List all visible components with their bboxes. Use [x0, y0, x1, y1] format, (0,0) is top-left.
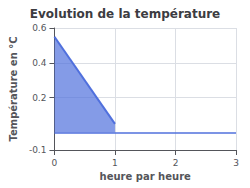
- svg-text:0.2: 0.2: [32, 93, 46, 103]
- svg-text:0: 0: [52, 158, 58, 168]
- svg-text:0.6: 0.6: [32, 23, 47, 33]
- svg-text:0.4: 0.4: [32, 58, 47, 68]
- svg-text:3: 3: [233, 158, 239, 168]
- svg-text:2: 2: [173, 158, 179, 168]
- svg-text:Evolution de la température: Evolution de la température: [30, 7, 221, 21]
- svg-text:1: 1: [112, 158, 118, 168]
- svg-text:Température en °C: Température en °C: [8, 36, 19, 141]
- svg-text:heure par heure: heure par heure: [100, 171, 191, 182]
- svg-text:-0.1: -0.1: [29, 145, 47, 155]
